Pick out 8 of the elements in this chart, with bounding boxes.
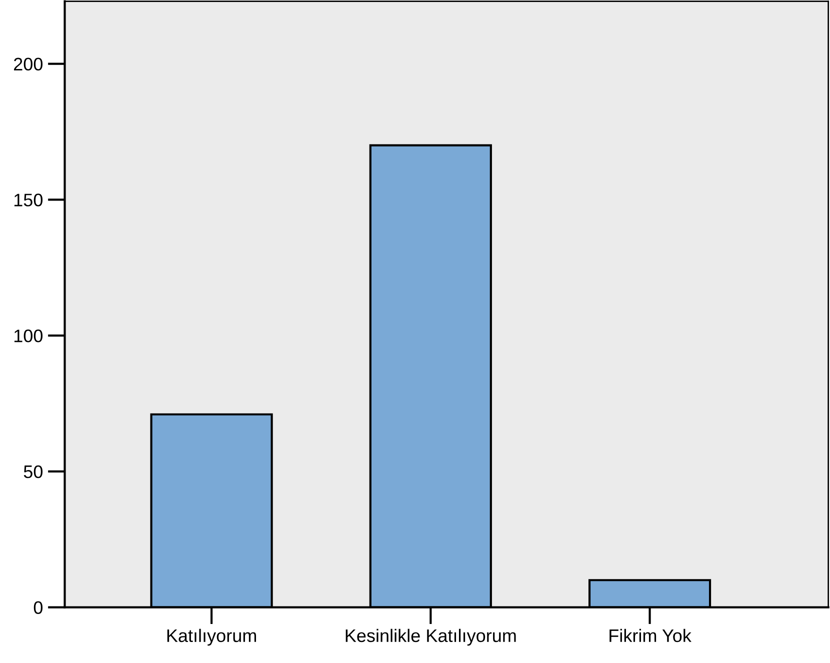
x-tick-label: Katılıyorum xyxy=(167,628,256,646)
y-tick-label: 100 xyxy=(14,330,43,342)
y-tick-label: 200 xyxy=(14,58,43,71)
y-tick-label: 50 xyxy=(24,465,43,478)
x-tick-label: Fikrim Yok xyxy=(610,628,692,642)
y-tick-label: 150 xyxy=(14,194,43,206)
x-tick-label: Kesinlikle Katılıyorum xyxy=(346,628,516,646)
y-tick-label: 0 xyxy=(34,601,43,614)
